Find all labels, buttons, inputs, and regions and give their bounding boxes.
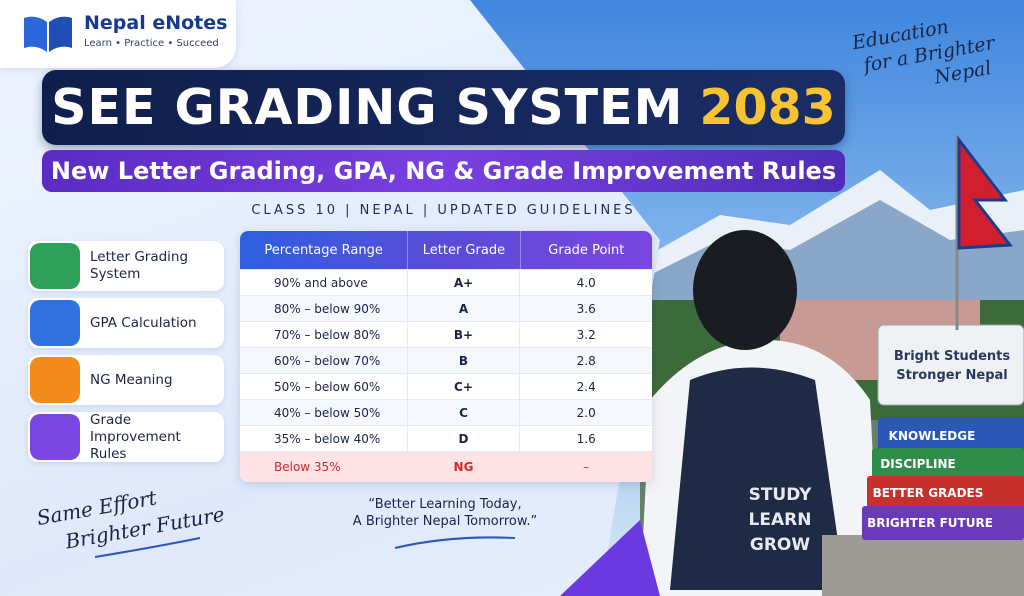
feature-label: NG Meaning (90, 371, 173, 388)
brand-name: Nepal eNotes (84, 12, 228, 34)
brand: Nepal eNotes Learn • Practice • Succeed (0, 0, 236, 68)
table-row: 50% – below 60% C+ 2.4 (240, 373, 652, 399)
column-header: Grade Point (548, 242, 625, 258)
table-row: 80% – below 90% A 3.6 (240, 295, 652, 321)
grading-table: Percentage Range Letter Grade Grade Point … (240, 231, 652, 482)
table-cell: Below 35% (240, 452, 408, 482)
brand-logo (24, 16, 72, 53)
feature-icon (30, 300, 80, 346)
column-header: Letter Grade (408, 231, 521, 269)
table-row: 40% – below 50% C 2.0 (240, 399, 652, 425)
feature-icon (30, 414, 80, 460)
book (872, 448, 1024, 480)
book (862, 506, 1024, 540)
sign-text: Bright Students (894, 349, 1011, 364)
table-row: 35% – below 40% D 1.6 (240, 425, 652, 451)
table-row: 90% and above A+ 4.0 (240, 269, 652, 295)
table-cell: B (408, 348, 521, 373)
title-year: 2083 (699, 79, 836, 136)
table-cell: 2.4 (576, 379, 596, 394)
table-row: 70% – below 80% B+ 3.2 (240, 321, 652, 347)
table-cell: 3.6 (576, 301, 596, 316)
feature-icon (30, 357, 80, 403)
brand-tagline: Learn • Practice • Succeed (84, 38, 219, 49)
school-sign (877, 324, 1024, 406)
feature-card: GPA Calculation (28, 298, 224, 348)
table-cell: 50% – below 60% (240, 374, 408, 399)
column-header: Percentage Range (240, 231, 409, 269)
book-title: BRIGHTER FUTURE (867, 516, 993, 530)
feature-card: NG Meaning (28, 355, 224, 405)
table-cell: – (583, 460, 590, 474)
table-cell: 40% – below 50% (240, 400, 408, 425)
feature-icon (30, 243, 80, 289)
quote: “Better Learning Today, A Brighter Nepal… (300, 496, 590, 530)
slogan-underline (94, 537, 201, 558)
title: SEE GRADING SYSTEM (51, 79, 684, 136)
table-cell: 3.2 (576, 327, 596, 342)
backpack (670, 367, 845, 590)
table-cell: 70% – below 80% (240, 322, 408, 347)
backpack-text: GROW (750, 535, 810, 555)
backpack-text: LEARN (749, 510, 812, 530)
book (867, 476, 1024, 510)
table-cell: 4.0 (576, 275, 596, 290)
table-cell: 35% – below 40% (240, 426, 408, 451)
flag (957, 135, 1013, 250)
quote-line: A Brighter Nepal Tomorrow.” (352, 514, 538, 529)
table-cell: NG (408, 452, 521, 482)
table-cell: A (408, 296, 521, 321)
quote-line: “Better Learning Today, (368, 497, 522, 512)
title-banner: SEE GRADING SYSTEM 2083 (42, 70, 845, 145)
table-cell: 1.6 (576, 431, 596, 446)
feature-label: Grade Improvement Rules (90, 411, 181, 462)
book (878, 418, 1024, 452)
table-cell: 90% and above (240, 270, 408, 295)
table-header: Percentage Range Letter Grade Grade Point (240, 231, 652, 269)
table-cell: 2.8 (576, 353, 596, 368)
feature-label: Letter Grading System (90, 249, 189, 282)
subtitle: New Letter Grading, GPA, NG & Grade Impr… (50, 157, 837, 185)
feature-label: GPA Calculation (90, 314, 197, 331)
table-cell: B+ (408, 322, 521, 347)
feature-card: Grade Improvement Rules (28, 412, 224, 462)
head (693, 230, 797, 350)
table-cell: 2.0 (576, 405, 596, 420)
table-cell: A+ (408, 270, 521, 295)
table-cell: C (408, 400, 521, 425)
table-cell: C+ (408, 374, 521, 399)
table-cell: 80% – below 90% (240, 296, 408, 321)
subtitle-banner: New Letter Grading, GPA, NG & Grade Impr… (42, 150, 845, 192)
wall (822, 535, 1024, 596)
quote-underline (394, 536, 516, 549)
accent (560, 520, 660, 596)
feature-card: Letter Grading System (28, 241, 224, 291)
table-row: 60% – below 70% B 2.8 (240, 347, 652, 373)
table-body: 90% and above A+ 4.0 80% – below 90% A 3.6 70%… (240, 269, 652, 482)
table-cell: D (408, 426, 521, 451)
backpack-text: STUDY (749, 485, 813, 505)
book-title: DISCIPLINE (880, 457, 956, 471)
book-title: BETTER GRADES (873, 486, 984, 500)
book-title: KNOWLEDGE (889, 429, 976, 443)
table-row: Below 35% NG – (240, 451, 652, 482)
table-cell: 60% – below 70% (240, 348, 408, 373)
meta: CLASS 10 | NEPAL | UPDATED GUIDELINES (251, 203, 636, 218)
sign-text: Stronger Nepal (896, 368, 1007, 383)
